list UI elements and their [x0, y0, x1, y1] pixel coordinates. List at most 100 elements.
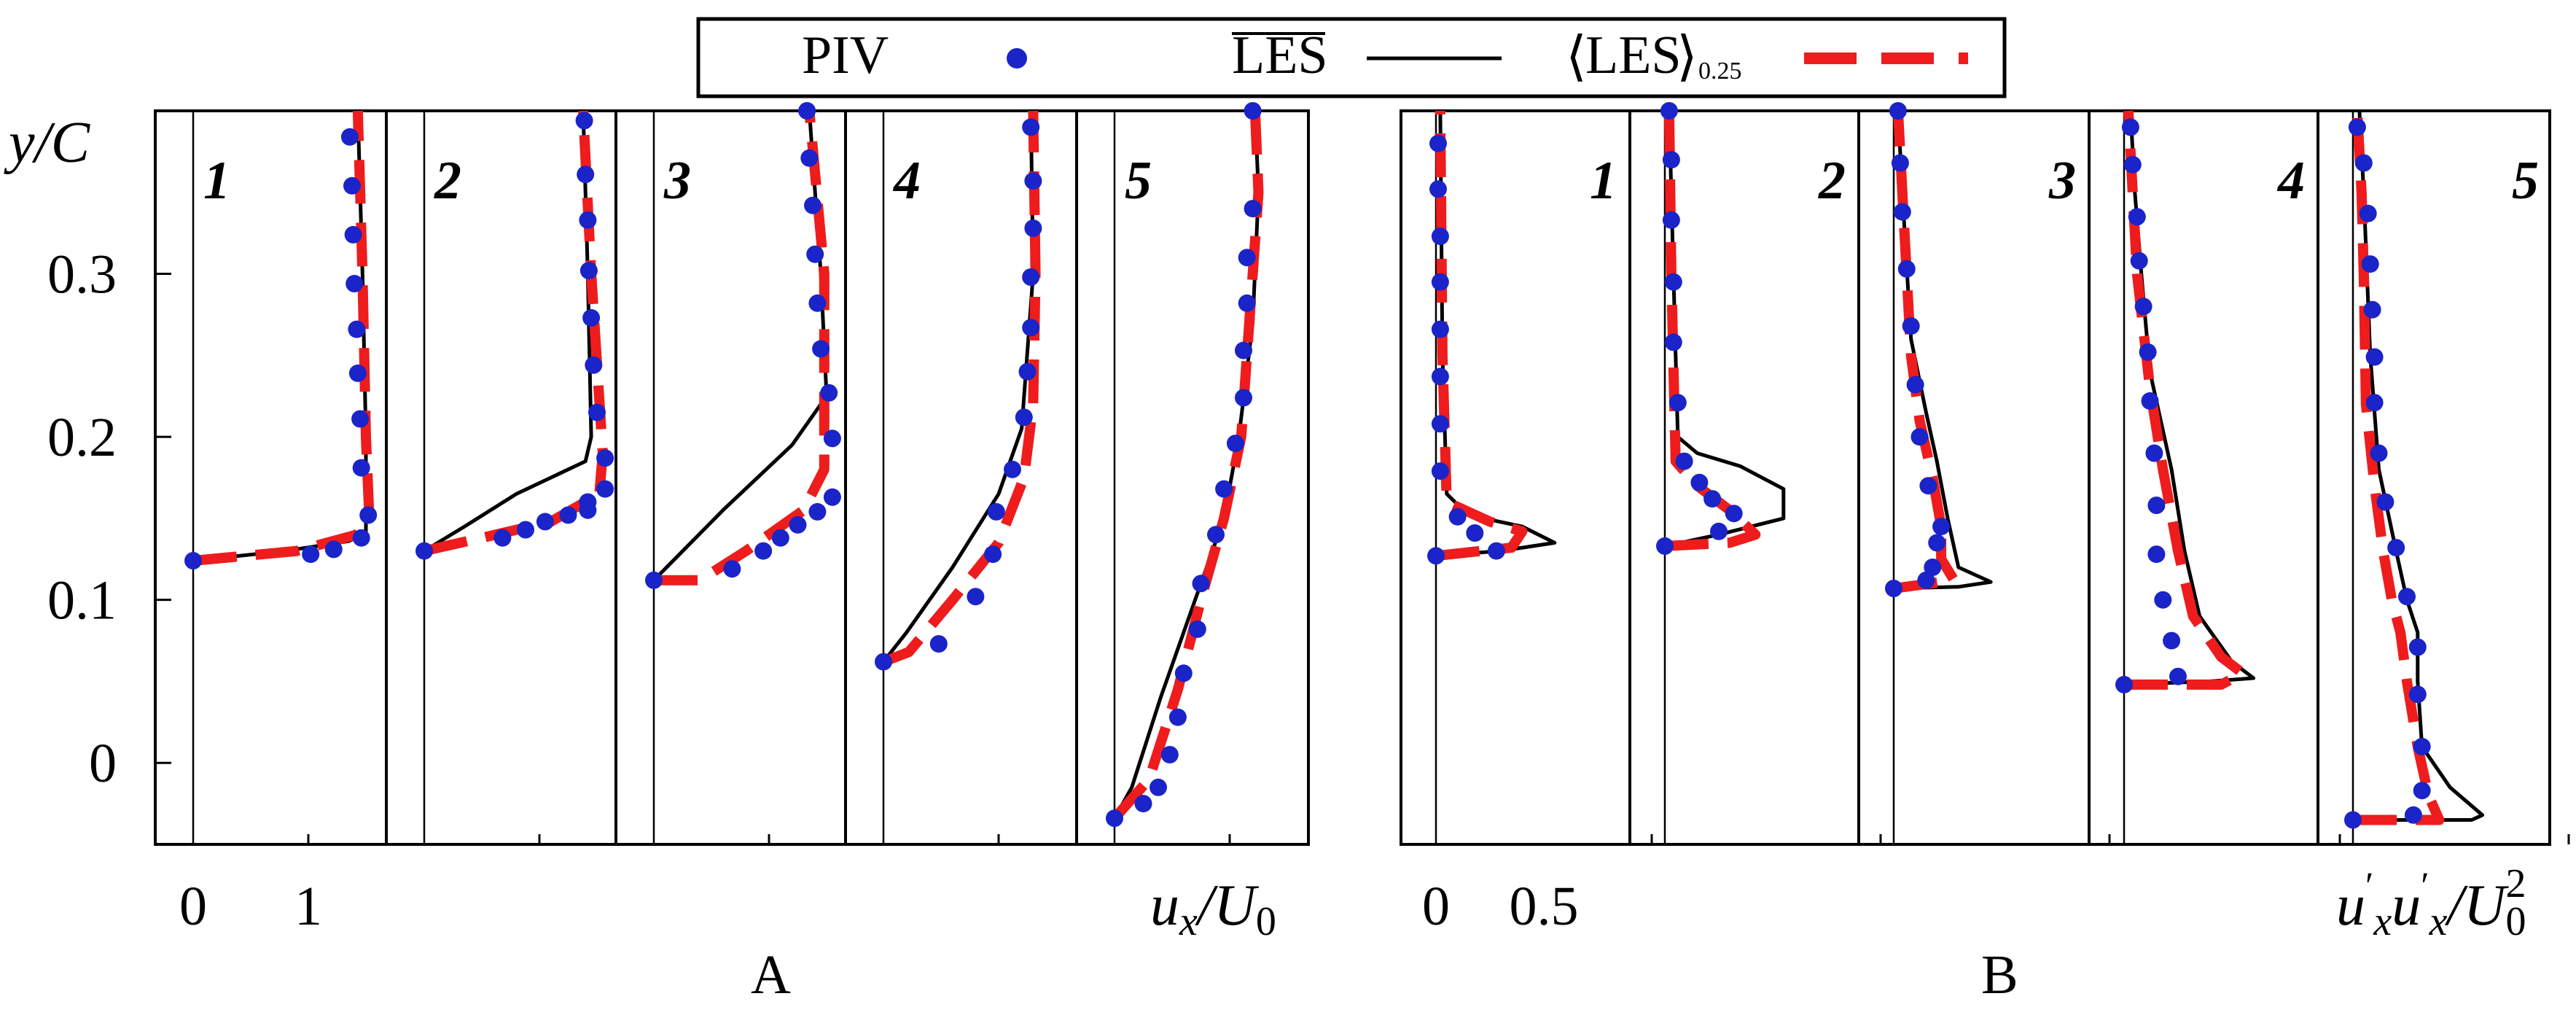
- piv-point: [1431, 368, 1449, 386]
- piv-point: [806, 245, 824, 263]
- piv-point: [771, 529, 789, 547]
- piv-point: [1725, 505, 1743, 523]
- piv-point: [1928, 534, 1946, 552]
- piv-point: [1660, 102, 1678, 120]
- piv-point: [2147, 497, 2166, 514]
- piv-point: [2408, 685, 2427, 704]
- piv-point: [1192, 575, 1210, 593]
- les-avg-line: [2351, 110, 2445, 825]
- x-axis-b-label: u′xu′x/U2 0: [2336, 861, 2526, 944]
- piv-point: [1919, 477, 1937, 495]
- profile-number-label: 4: [2276, 151, 2305, 211]
- piv-point: [2376, 493, 2394, 511]
- piv-point: [2130, 252, 2148, 270]
- piv-point: [2134, 298, 2152, 316]
- piv-point: [579, 493, 597, 511]
- piv-point: [1466, 524, 1484, 542]
- piv-point: [324, 540, 343, 559]
- piv-point: [2147, 545, 2166, 564]
- les-avg-line: [1435, 110, 1528, 561]
- piv-point: [2145, 444, 2163, 462]
- piv-point: [2121, 118, 2139, 136]
- piv-point: [1427, 547, 1445, 565]
- profile-number-label: 5: [1125, 151, 1152, 211]
- piv-point: [1244, 102, 1262, 120]
- les-avg-line: [1892, 110, 1959, 594]
- piv-point: [1004, 460, 1021, 478]
- piv-point: [2154, 591, 2172, 609]
- profile-number-label: 4: [892, 151, 921, 211]
- piv-point: [2348, 118, 2366, 136]
- piv-point: [1018, 362, 1037, 381]
- x-axis-a: 0 1 ux/U0 A: [179, 874, 1276, 1006]
- x-axis-b: 0 0.5 u′xu′x/U2 0 B: [1422, 861, 2526, 1006]
- piv-point: [2115, 675, 2133, 693]
- piv-point: [2398, 588, 2416, 606]
- profile-number-label: 3: [663, 151, 691, 211]
- piv-point: [823, 429, 841, 448]
- piv-point: [1238, 249, 1256, 267]
- piv-point: [2365, 394, 2384, 412]
- piv-point: [2370, 444, 2388, 462]
- profile-number-label: 1: [203, 151, 230, 211]
- piv-point: [346, 275, 364, 292]
- legend-les-mean-label: LES: [1232, 26, 1328, 85]
- x-tick-label: 0: [1422, 876, 1450, 937]
- les-avg-line: [881, 110, 1041, 667]
- panel-a-title: A: [751, 944, 791, 1006]
- piv-point: [2361, 255, 2379, 273]
- piv-point: [1015, 408, 1033, 427]
- piv-point: [2169, 667, 2187, 685]
- piv-point: [1022, 118, 1040, 136]
- piv-point: [184, 552, 202, 569]
- piv-point: [1244, 200, 1262, 218]
- piv-point: [588, 403, 606, 421]
- piv-point: [1893, 203, 1911, 221]
- piv-point: [359, 506, 378, 524]
- piv-point: [1710, 522, 1728, 540]
- piv-point: [596, 480, 614, 498]
- les-mean-line: [1435, 110, 1557, 558]
- piv-point: [1429, 134, 1447, 152]
- piv-point: [1897, 260, 1916, 278]
- piv-point: [2404, 806, 2422, 824]
- legend-angle-close: ⟩: [1677, 27, 1698, 87]
- les-avg-line: [654, 110, 830, 586]
- y-tick-label: 0.3: [47, 244, 117, 306]
- piv-point: [1664, 333, 1682, 351]
- piv-point: [1226, 435, 1244, 453]
- piv-point: [348, 320, 366, 338]
- piv-point: [1664, 273, 1682, 291]
- piv-point: [967, 588, 985, 606]
- les-mean-line: [1664, 110, 1786, 548]
- piv-point: [348, 364, 367, 382]
- piv-point: [2128, 208, 2146, 226]
- piv-point: [875, 653, 892, 671]
- piv-point: [579, 211, 597, 229]
- piv-point: [1932, 518, 1951, 536]
- piv-point: [352, 529, 370, 547]
- piv-point: [1448, 508, 1467, 526]
- piv-point: [789, 516, 807, 534]
- piv-point: [1022, 319, 1040, 337]
- legend-les-avg-label: LES: [1585, 26, 1682, 85]
- piv-point: [2163, 631, 2181, 650]
- piv-point: [2365, 348, 2384, 366]
- piv-point: [1675, 452, 1693, 470]
- piv-point: [1238, 294, 1256, 312]
- legend-frame: [696, 17, 2007, 98]
- piv-point: [1487, 542, 1505, 560]
- piv-point: [1429, 180, 1447, 198]
- x-tick-label: 0.5: [1510, 876, 1579, 937]
- piv-point: [754, 542, 773, 560]
- piv-point: [2413, 782, 2431, 800]
- piv-point: [808, 502, 827, 521]
- profile-number-label: 1: [1590, 151, 1617, 211]
- piv-point: [343, 176, 361, 195]
- legend-les-avg-subscript: 0.25: [1698, 58, 1742, 85]
- piv-point: [2359, 204, 2377, 222]
- piv-point: [575, 112, 593, 130]
- piv-point: [351, 410, 370, 428]
- piv-point: [493, 529, 512, 547]
